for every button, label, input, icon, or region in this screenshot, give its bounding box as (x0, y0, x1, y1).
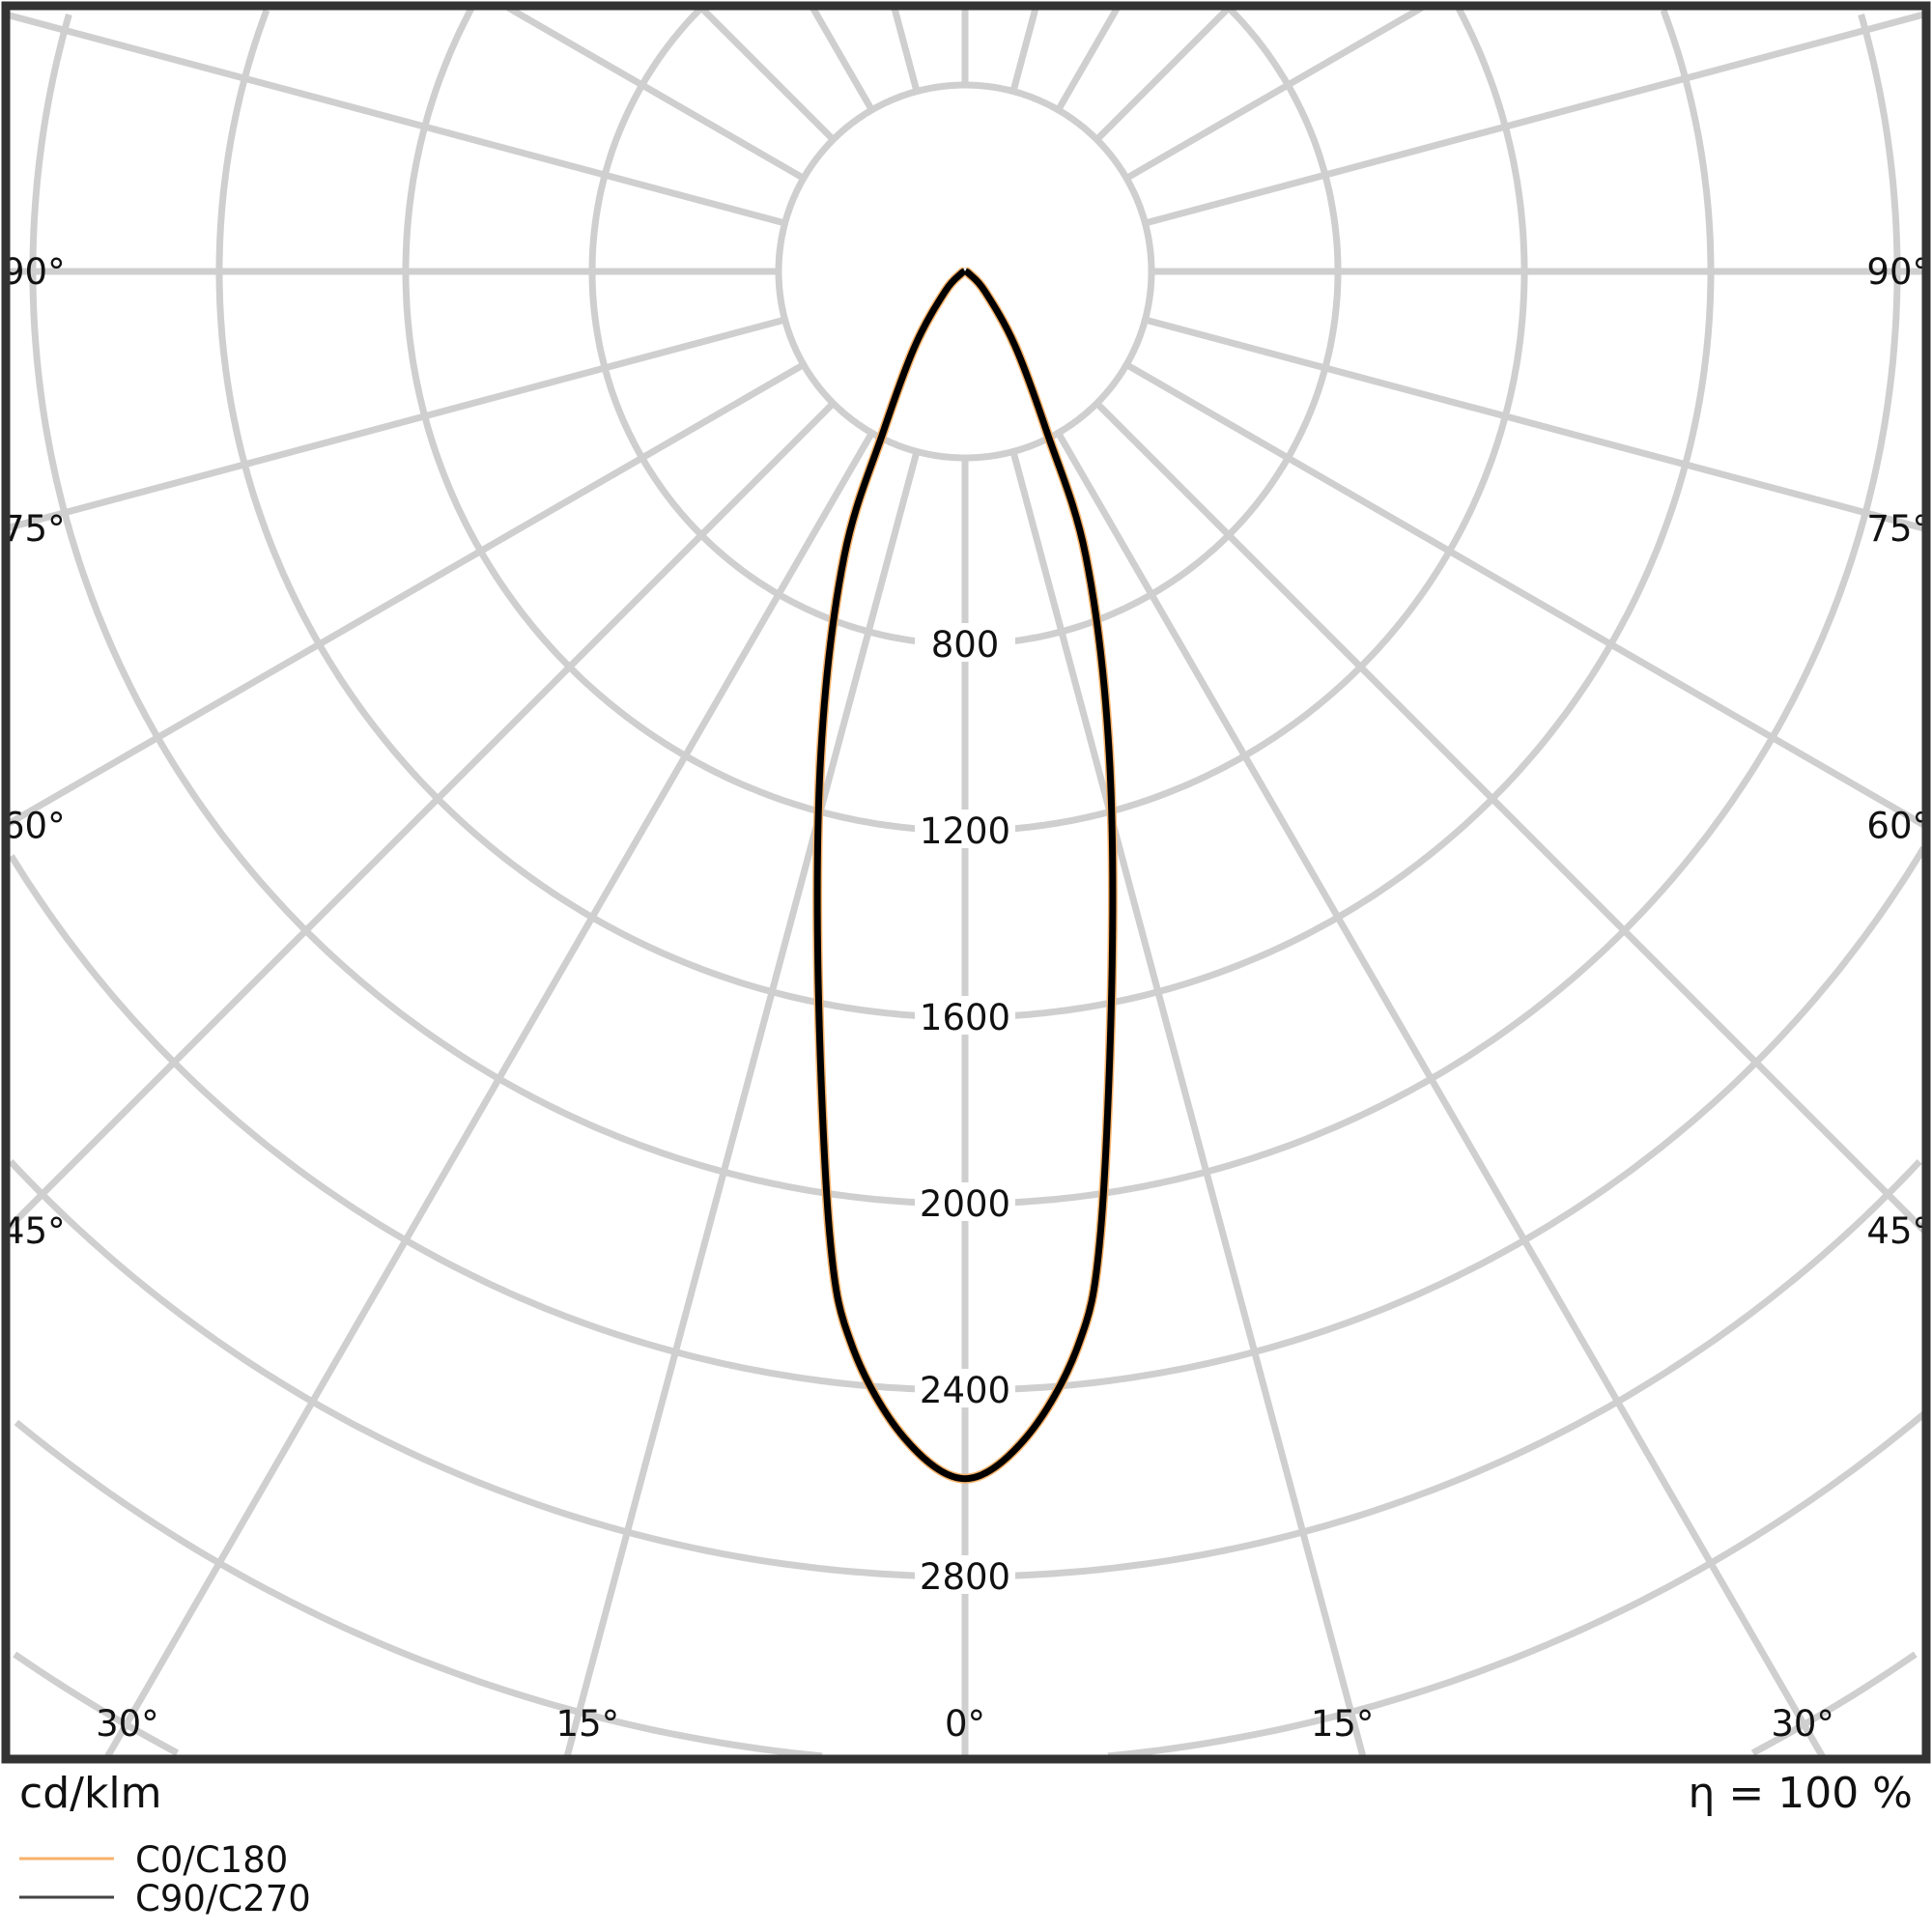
grid-spoke (1055, 6, 1121, 112)
grid-ring (14, 1411, 1926, 1760)
tick-label-bg (915, 1555, 1015, 1594)
grid-spoke (7, 12, 786, 227)
grid-spoke (1144, 316, 1925, 532)
grid-ring (13, 1651, 1918, 1756)
tick-label-bg (915, 810, 1015, 848)
tick-label-bg (915, 1369, 1015, 1407)
angle-label-left: 75° (2, 508, 66, 550)
polar-grid (5, 4, 1927, 1760)
angle-label-right: 60° (1866, 805, 1930, 846)
angle-label-right: 45° (1866, 1210, 1930, 1252)
angle-label-right: 75° (1866, 508, 1930, 550)
angle-label-right: 90° (1866, 251, 1930, 293)
angle-label-bottom: 15° (1311, 1703, 1375, 1745)
grid-spoke (891, 7, 921, 93)
tick-label-bg (915, 996, 1015, 1035)
radial-tick-label: 2000 (920, 1183, 1010, 1225)
angle-label-left: 60° (2, 805, 66, 846)
angle-label-bottom: 15° (556, 1703, 620, 1745)
plot-frame (1, 1, 1931, 1764)
grid-spoke (5, 400, 837, 1232)
grid-ring (8, 845, 1927, 1394)
grid-spoke (6, 361, 806, 828)
angle-label-bottom: 30° (1771, 1703, 1834, 1745)
grid-ring (8, 1159, 1922, 1580)
legend-label: C0/C180 (135, 1839, 288, 1881)
grid-spoke (104, 431, 875, 1759)
grid-spoke (810, 6, 875, 112)
grid-spoke (1094, 5, 1232, 143)
angle-label-bottom: 30° (96, 1703, 159, 1745)
grid-spoke (1009, 7, 1039, 93)
angle-labels: 90° 90° 75° 75° 60° 60° 45° 45° 30° 15° 0° 15° 30° (2, 251, 1930, 1745)
radial-tick-label: 2800 (920, 1556, 1010, 1598)
grid-spoke (506, 4, 806, 182)
angle-label-left: 45° (2, 1210, 66, 1252)
grid-spoke (1144, 11, 1925, 227)
radial-tick-label: 1600 (920, 997, 1010, 1038)
unit-label: cd/klm (19, 1769, 162, 1818)
grid-spoke (1124, 361, 1926, 829)
legend-label: C90/C270 (135, 1878, 311, 1919)
grid-ring (29, 14, 1901, 1208)
radial-tick-label: 1200 (920, 810, 1010, 852)
grid-spoke (1094, 400, 1927, 1234)
grid-spoke (563, 450, 921, 1758)
grid-spoke (1055, 431, 1826, 1759)
grid-ring (215, 9, 1715, 1021)
radial-tick-labels: 800 1200 1600 2000 2400 2800 (915, 623, 1015, 1598)
grid-spoke (1124, 4, 1424, 182)
tick-label-bg (915, 623, 1015, 662)
grid-spoke (698, 5, 837, 143)
angle-label-left: 90° (2, 251, 66, 293)
radial-tick-label: 2400 (920, 1370, 1010, 1411)
radial-tick-label: 800 (931, 624, 1000, 666)
grid-ring (402, 7, 1528, 835)
angle-label-bottom: 0° (945, 1703, 985, 1745)
tick-label-bg (915, 1182, 1015, 1221)
intensity-curve-c90-c270 (813, 268, 1117, 1483)
grid-spoke (1009, 450, 1367, 1758)
efficiency-label: η = 100 % (1688, 1769, 1913, 1818)
intensity-curves (812, 267, 1118, 1484)
grid-ring (588, 5, 1342, 648)
grid-spoke (7, 316, 786, 531)
